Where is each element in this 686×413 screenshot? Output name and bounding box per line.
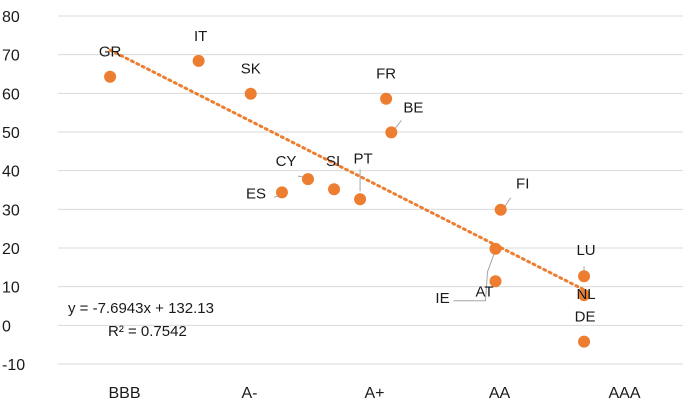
trendline-equation: y = -7.6943x + 132.13	[68, 300, 214, 317]
data-label-si: SI	[326, 153, 340, 170]
data-label-fr: FR	[376, 66, 396, 83]
data-label-it: IT	[194, 28, 207, 45]
data-label-nl: NL	[576, 286, 595, 303]
point-be	[385, 126, 398, 139]
trendline-layer	[108, 48, 586, 292]
point-lu	[578, 270, 591, 283]
y-tick-label: 30	[2, 202, 20, 219]
data-label-de: DE	[575, 309, 596, 326]
data-label-cy: CY	[276, 153, 297, 170]
data-label-lu: LU	[576, 242, 595, 259]
y-tick-label: 0	[2, 318, 11, 335]
point-it	[192, 54, 205, 67]
y-tick-labels: -10 0 10 20 30 40 50 60 70 80	[2, 9, 25, 374]
data-label-pt: PT	[353, 150, 372, 167]
data-label-es: ES	[246, 185, 266, 202]
leader-line-fi	[504, 197, 512, 207]
point-fr	[380, 92, 393, 105]
point-gr	[104, 70, 117, 83]
point-at	[489, 275, 502, 288]
y-tick-label: 20	[2, 241, 20, 258]
data-label-at: AT	[475, 283, 493, 300]
point-de	[578, 335, 591, 348]
trendline	[108, 48, 586, 292]
y-tick-label: 40	[2, 164, 20, 181]
x-tick-labels: BBB A- A+ AA AAA	[108, 385, 640, 402]
grid-layer	[58, 15, 683, 365]
leader-line-ie	[453, 252, 495, 302]
point-cy	[302, 173, 314, 186]
point-ie	[489, 242, 502, 255]
data-label-be: BE	[403, 99, 423, 116]
data-label-gr: GR	[99, 44, 122, 61]
y-tick-label: 80	[2, 9, 20, 26]
trendline-r-squared: R² = 0.7542	[108, 323, 187, 340]
point-es	[275, 186, 288, 199]
y-tick-label: 10	[2, 280, 20, 297]
y-tick-label: 70	[2, 48, 20, 65]
point-si	[328, 183, 341, 196]
trendline-equation-block: y = -7.6943x + 132.13 R² = 0.7542	[68, 300, 214, 340]
x-tick-label: AA	[489, 385, 511, 402]
point-pt	[354, 193, 367, 206]
data-points	[104, 54, 591, 348]
x-tick-label: BBB	[108, 385, 140, 402]
point-nl	[578, 289, 591, 302]
x-tick-label: A+	[364, 385, 384, 402]
point-sk	[244, 87, 257, 100]
x-tick-label: A-	[242, 385, 258, 402]
data-label-sk: SK	[241, 61, 261, 78]
data-labels: GR IT SK CY ES SI PT FR BE FI IE AT LU NL DE	[99, 28, 596, 326]
data-label-ie: IE	[435, 290, 449, 307]
data-label-fi: FI	[516, 176, 529, 193]
leader-line-be	[394, 120, 402, 129]
x-tick-label: AAA	[608, 385, 640, 402]
y-tick-label: 60	[2, 86, 20, 103]
y-tick-label: -10	[2, 357, 25, 374]
point-fi	[494, 203, 507, 216]
y-tick-label: 50	[2, 125, 20, 142]
